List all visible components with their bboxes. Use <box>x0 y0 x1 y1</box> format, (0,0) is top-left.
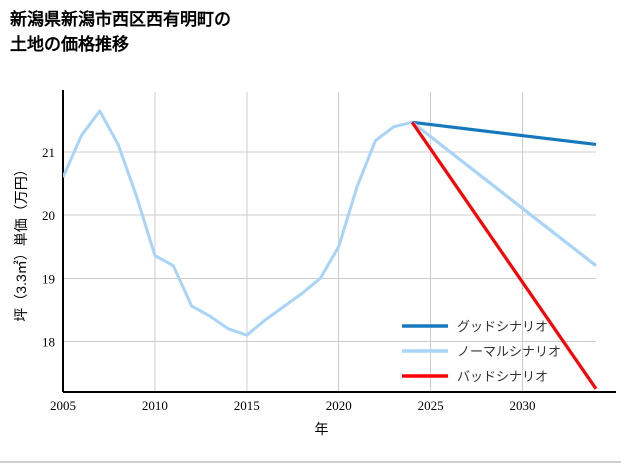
x-tick-label: 2020 <box>326 398 352 413</box>
legend-label: バッドシナリオ <box>457 369 548 384</box>
axis-lines-group <box>62 90 616 393</box>
legend-label: グッドシナリオ <box>457 319 548 334</box>
legend-label: ノーマルシナリオ <box>457 344 561 359</box>
y-tick-label: 18 <box>42 334 55 349</box>
gridlines-group <box>62 92 596 392</box>
legend-item[interactable]: グッドシナリオ <box>402 319 548 334</box>
series-line-normal <box>411 121 597 267</box>
legend-item[interactable]: ノーマルシナリオ <box>402 344 561 359</box>
x-tick-label: 2030 <box>509 398 535 413</box>
y-tick-labels: 18 19 20 21 <box>42 145 55 349</box>
series-line-bad <box>410 121 598 390</box>
x-tick-label: 2010 <box>142 398 168 413</box>
series-line-historical <box>63 109 413 337</box>
y-tick-label: 19 <box>42 271 55 286</box>
x-tick-label: 2025 <box>418 398 444 413</box>
x-tick-label: 2005 <box>50 398 76 413</box>
x-axis-title: 年 <box>315 421 329 437</box>
legend-item[interactable]: バッドシナリオ <box>402 369 548 384</box>
series-line-good <box>412 120 597 147</box>
x-tick-labels: 2005 2010 2015 2020 2025 2030 <box>50 398 535 413</box>
y-tick-label: 20 <box>42 208 55 223</box>
chart-title: 新潟県新潟市西区西有明町の 土地の価格推移 <box>10 10 231 54</box>
y-tick-label: 21 <box>42 145 55 160</box>
y-axis-title: 坪（3.3㎡）単価（万円） <box>13 162 29 321</box>
axis-titles-group: 年 坪（3.3㎡）単価（万円） <box>0 162 621 463</box>
x-tick-label: 2015 <box>234 398 260 413</box>
series-group <box>63 109 598 390</box>
